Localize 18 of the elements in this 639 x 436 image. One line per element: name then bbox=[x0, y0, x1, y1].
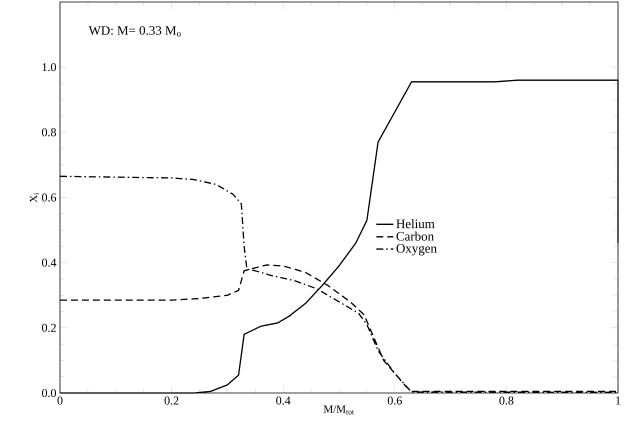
y-tick-label: 0.8 bbox=[42, 128, 56, 136]
x-tick-label: 0.2 bbox=[164, 396, 178, 405]
y-tick-label: 0.6 bbox=[42, 193, 56, 202]
x-axis-title: M/M$_{tot}$ bbox=[324, 406, 354, 414]
legend-label: Oxygen bbox=[396, 244, 437, 256]
y-tick-label: 1.0 bbox=[42, 63, 56, 72]
x-tick-label: 0.8 bbox=[499, 396, 514, 405]
x-tick-label: 0.4 bbox=[276, 396, 290, 405]
y-axis-title: X$_{i}$ bbox=[30, 192, 39, 203]
annotation: WD: M= 0.33 M$_{o}$ bbox=[88, 26, 181, 37]
x-tick-label: 1 bbox=[616, 396, 620, 404]
y-tick-label: 0.4 bbox=[42, 258, 56, 267]
y-tick-label: 0.0 bbox=[42, 388, 56, 398]
legend-label: Carbon bbox=[396, 232, 434, 241]
legend-label: Helium bbox=[396, 219, 435, 228]
x-tick-label: 0 bbox=[57, 396, 63, 405]
x-tick-label: 0.6 bbox=[388, 396, 402, 405]
y-tick-label: 0.2 bbox=[42, 324, 56, 332]
